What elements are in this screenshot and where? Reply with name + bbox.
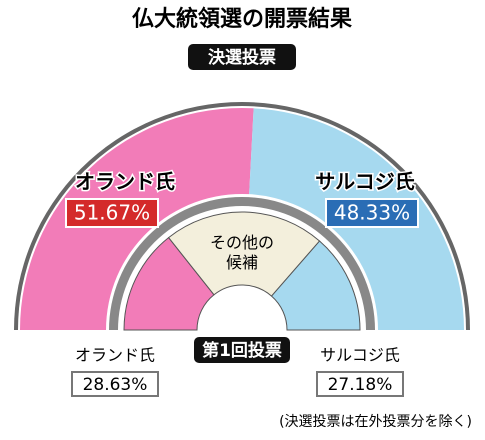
subtitle: 決選投票 (208, 47, 276, 68)
other-label-box: その他の候補 (209, 233, 274, 272)
slice (270, 240, 361, 331)
value-box (316, 371, 404, 397)
value-label: 28.63% (83, 375, 148, 395)
subtitle-box (188, 44, 296, 70)
subtitle: 第1回投票 (202, 340, 282, 361)
footnote: (決選投票は在外投票分を除く) (279, 414, 472, 430)
subtitle-box (194, 337, 290, 363)
chart-title: 仏大統領選の開票結果 (132, 6, 352, 32)
other-label: その他の候補 (209, 233, 274, 272)
value-label: 51.67% (74, 201, 150, 225)
value-label: 27.18% (328, 375, 393, 395)
candidate-label: オランド氏 (75, 170, 175, 194)
slice (167, 211, 321, 297)
value-box (71, 371, 159, 397)
value-box (325, 198, 419, 228)
candidate-label: オランド氏 (75, 346, 155, 365)
value-label: 48.33% (334, 201, 410, 225)
value-box (65, 198, 159, 228)
candidate-label: サルコジ氏 (315, 170, 415, 194)
candidate-label: サルコジ氏 (320, 346, 400, 365)
